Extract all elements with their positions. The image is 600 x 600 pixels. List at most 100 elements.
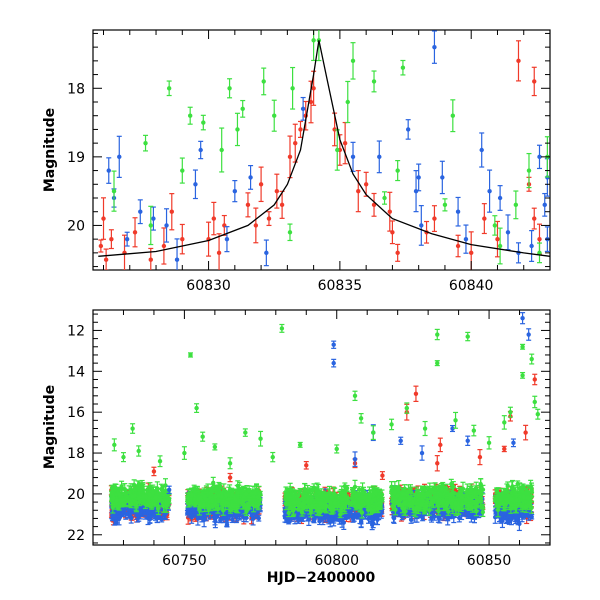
top-series-0-point-5 bbox=[132, 217, 138, 248]
top-series-2-point-0 bbox=[111, 170, 117, 212]
bottom-series-2-point-13 bbox=[270, 451, 276, 463]
top-series-2-point-25 bbox=[450, 99, 456, 133]
top-series-2-point-29 bbox=[526, 152, 532, 189]
bottom-series-2-point-22 bbox=[422, 420, 428, 437]
top-panel: 60830 60835 60840 18 19 20 Magnitude bbox=[42, 29, 551, 294]
top-series-1-point-5 bbox=[150, 206, 156, 231]
bottom-series-1-band-0-point bbox=[128, 512, 134, 524]
model-light-curve bbox=[98, 40, 550, 257]
top-series-2-point-15 bbox=[311, 30, 317, 62]
bottom-series-1-band-1-point bbox=[199, 512, 205, 523]
top-series-0-point-12 bbox=[216, 233, 222, 270]
bottom-series-1-point-2 bbox=[331, 340, 337, 349]
top-y-tick-label: 20 bbox=[67, 218, 85, 234]
top-series-1-point-4 bbox=[137, 199, 143, 225]
top-series-0-point-23 bbox=[303, 100, 309, 131]
top-series-1-point-9 bbox=[198, 140, 204, 160]
bottom-series-1-point-3 bbox=[331, 358, 337, 368]
bottom-series-2-point-26 bbox=[465, 331, 471, 342]
top-series-1-point-12 bbox=[248, 164, 254, 190]
bottom-y-axis-label: Magnitude bbox=[42, 385, 58, 469]
top-series-1-point-7 bbox=[174, 238, 180, 270]
bottom-y-tick-label: 18 bbox=[67, 446, 85, 462]
bottom-series-2-point-9 bbox=[212, 443, 218, 451]
bottom-series-0-point-2 bbox=[303, 461, 309, 470]
top-series-1-point-10 bbox=[224, 226, 230, 253]
bottom-series-2-band-3-point bbox=[415, 493, 421, 499]
top-x-tick-label: 60840 bbox=[449, 278, 494, 294]
bottom-series-0-point-9 bbox=[477, 449, 483, 466]
bottom-series-2-point-27 bbox=[471, 424, 477, 437]
top-series-2-point-24 bbox=[442, 198, 448, 212]
bottom-series-0-point-13 bbox=[532, 373, 538, 386]
top-y-tick-label: 19 bbox=[67, 150, 85, 166]
bottom-series-2-point-20 bbox=[389, 418, 395, 431]
top-series-0-point-18 bbox=[274, 173, 280, 209]
bottom-series-2-point-7 bbox=[194, 403, 200, 414]
top-series-2-point-21 bbox=[382, 191, 388, 205]
top-series-1-point-32 bbox=[542, 192, 548, 217]
top-series-1-point-3 bbox=[124, 231, 130, 247]
top-series-1-point-0 bbox=[106, 157, 112, 184]
bottom-series-2-point-12 bbox=[258, 430, 264, 447]
bottom-x-axis-label: HJD−2400000 bbox=[267, 570, 376, 586]
top-series-2-point-18 bbox=[345, 80, 351, 124]
top-series-0-point-36 bbox=[431, 205, 437, 233]
bottom-series-2-point-5 bbox=[181, 446, 187, 460]
bottom-series-2-point-19 bbox=[370, 425, 376, 441]
top-series-0-point-13 bbox=[221, 214, 227, 236]
top-series-1-point-20 bbox=[418, 205, 424, 246]
bottom-series-2-point-14 bbox=[279, 323, 285, 333]
top-series-2-point-22 bbox=[395, 159, 401, 182]
bottom-series-2-point-2 bbox=[130, 423, 136, 434]
bottom-series-2-band-3-point bbox=[400, 491, 406, 497]
bottom-series-0-point-10 bbox=[501, 445, 507, 453]
bottom-series-1-band-1-point bbox=[230, 516, 236, 524]
top-series-1-point-16 bbox=[376, 140, 382, 174]
top-series-1-point-29 bbox=[515, 242, 521, 264]
top-series-0-point-11 bbox=[211, 201, 217, 236]
bottom-series-2-point-3 bbox=[136, 445, 142, 457]
top-series-0-point-34 bbox=[395, 243, 401, 262]
top-series-2-point-2 bbox=[148, 205, 154, 246]
top-data-layer bbox=[98, 30, 550, 270]
top-series-0-point-8 bbox=[169, 193, 175, 231]
top-plot-frame bbox=[92, 29, 551, 271]
top-y-tick-label: 18 bbox=[67, 81, 85, 97]
bottom-series-2-band-3-point bbox=[419, 485, 425, 491]
bottom-series-1-point-7 bbox=[419, 445, 425, 461]
bottom-series-2-point-1 bbox=[120, 452, 126, 463]
top-series-0-point-9 bbox=[179, 223, 185, 255]
top-series-1-point-8 bbox=[192, 169, 198, 200]
bottom-series-2-point-33 bbox=[529, 353, 535, 365]
bottom-series-2-point-0 bbox=[111, 438, 117, 452]
top-series-2-point-7 bbox=[219, 127, 225, 173]
top-series-1-point-23 bbox=[455, 196, 461, 227]
bottom-series-0-point-8 bbox=[437, 437, 443, 453]
top-series-2-point-14 bbox=[290, 66, 296, 110]
top-series-2-point-20 bbox=[371, 70, 377, 93]
top-series-2-point-6 bbox=[200, 114, 206, 131]
bottom-series-2-point-18 bbox=[358, 413, 364, 424]
top-x-tick-label: 60835 bbox=[318, 278, 363, 294]
bottom-series-1-band-0-point bbox=[123, 507, 129, 520]
bottom-series-0-point-0 bbox=[151, 466, 157, 477]
top-series-0-point-7 bbox=[161, 227, 167, 265]
top-series-0-point-40 bbox=[494, 220, 500, 258]
bottom-y-tick-label: 14 bbox=[67, 364, 85, 380]
bottom-series-2-point-35 bbox=[535, 408, 541, 420]
top-series-1-point-13 bbox=[263, 239, 269, 267]
top-series-0-point-14 bbox=[245, 192, 251, 218]
top-series-2-point-12 bbox=[271, 99, 277, 132]
bottom-y-tick-label: 12 bbox=[67, 323, 85, 339]
bottom-series-1-point-10 bbox=[510, 438, 516, 448]
top-series-0-point-39 bbox=[481, 203, 487, 235]
top-series-1-point-26 bbox=[487, 169, 493, 213]
bottom-series-2-point-15 bbox=[297, 441, 303, 448]
bottom-series-2-point-6 bbox=[187, 352, 193, 358]
top-series-0-point-16 bbox=[258, 166, 264, 203]
top-series-1-point-28 bbox=[505, 214, 511, 251]
bottom-data-layer bbox=[108, 312, 541, 532]
top-series-0-point-41 bbox=[515, 40, 521, 82]
bottom-series-2-point-24 bbox=[434, 360, 440, 367]
